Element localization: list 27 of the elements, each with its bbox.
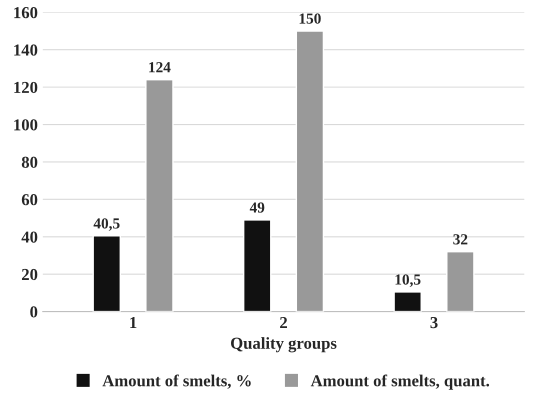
y-tick-label: 160 <box>14 7 38 18</box>
y-tick-label: 20 <box>22 268 38 280</box>
x-tick-label: 3 <box>430 316 438 328</box>
y-tick-label: 40 <box>22 231 38 243</box>
y-tick-label: 0 <box>30 306 38 318</box>
data-label: 10,5 <box>396 274 420 287</box>
data-label: 49 <box>250 202 264 213</box>
x-tick-label: 1 <box>130 317 136 328</box>
bar <box>242 219 272 312</box>
x-tick-label: 2 <box>280 316 287 328</box>
data-label: 124 <box>149 62 171 72</box>
y-tick-label: 80 <box>22 156 38 168</box>
bar <box>92 235 121 312</box>
legend-label: Amount of smelts, quant. <box>310 374 490 390</box>
y-tick-label: 60 <box>22 194 38 206</box>
bar <box>393 291 422 312</box>
bar <box>296 30 324 312</box>
y-tick-label: 120 <box>14 82 38 94</box>
data-label: 40,5 <box>94 218 120 231</box>
y-tick-label: 140 <box>14 44 38 56</box>
bar <box>145 78 174 312</box>
data-label: 32 <box>453 234 468 244</box>
data-label: 150 <box>300 13 321 24</box>
legend-label: Amount of smelts, % <box>102 374 251 389</box>
bar <box>446 251 475 312</box>
x-axis-title: Quality groups <box>231 337 336 352</box>
y-tick-label: 100 <box>14 119 38 130</box>
